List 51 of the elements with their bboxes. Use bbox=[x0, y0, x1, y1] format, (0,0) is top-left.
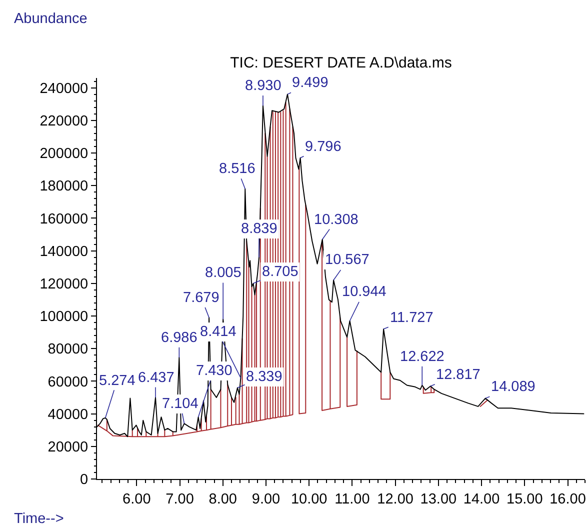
annotation: 8.930 bbox=[245, 78, 282, 94]
annotation: 6.437 bbox=[138, 370, 174, 386]
x-tick-label: 9.00 bbox=[252, 491, 280, 508]
x-tick-label: 10.00 bbox=[290, 491, 328, 508]
x-tick-label: 7.00 bbox=[166, 491, 194, 508]
y-tick-label: 220000 bbox=[40, 113, 88, 130]
annotation: 8.005 bbox=[205, 265, 242, 281]
y-tick-label: 0 bbox=[80, 472, 88, 488]
annotation: 8.339 bbox=[246, 369, 282, 385]
y-tick-label: 240000 bbox=[40, 80, 88, 97]
annotation: 12.622 bbox=[400, 349, 444, 365]
annotation: 9.796 bbox=[305, 139, 342, 155]
annotation: 14.089 bbox=[491, 379, 536, 395]
x-tick-label: 16.00 bbox=[550, 491, 586, 508]
annotation: 10.308 bbox=[314, 212, 358, 228]
annotation: 8.414 bbox=[200, 324, 236, 340]
annotation: 12.817 bbox=[436, 367, 480, 383]
y-tick-label: 60000 bbox=[48, 374, 88, 390]
y-tick-label: 200000 bbox=[40, 146, 88, 162]
x-tick-label: 6.00 bbox=[122, 491, 151, 508]
y-tick-label: 40000 bbox=[48, 406, 88, 423]
y-axis-title: Abundance bbox=[14, 11, 88, 27]
annotation: 7.679 bbox=[183, 290, 220, 306]
annotation: 7.430 bbox=[196, 363, 232, 379]
x-tick-label: 15.00 bbox=[506, 491, 543, 508]
x-tick-label: 12.00 bbox=[377, 491, 414, 508]
line-series bbox=[346, 336, 358, 407]
annotation: 7.104 bbox=[162, 396, 198, 412]
annotation: 8.839 bbox=[241, 221, 278, 237]
annotation: 5.274 bbox=[99, 373, 136, 389]
annotation: 10.944 bbox=[342, 284, 386, 300]
x-tick-label: 14.00 bbox=[463, 491, 500, 508]
annotation: 8.705 bbox=[262, 264, 298, 280]
y-tick-label: 120000 bbox=[40, 276, 88, 292]
x-tick-label: 8.00 bbox=[208, 491, 237, 508]
x-axis-title: Time--> bbox=[14, 511, 64, 527]
y-tick-label: 100000 bbox=[40, 309, 88, 326]
annotation: 10.567 bbox=[325, 252, 370, 268]
y-tick-label: 80000 bbox=[48, 342, 88, 358]
x-tick-label: 11.00 bbox=[334, 491, 370, 508]
y-tick-label: 180000 bbox=[40, 178, 88, 195]
annotation: 8.516 bbox=[219, 161, 256, 177]
line-series bbox=[422, 386, 435, 394]
x-tick-label: 13.00 bbox=[420, 491, 457, 508]
annotation: 9.499 bbox=[292, 75, 328, 91]
chart-title: TIC: DESERT DATE A.D\data.ms bbox=[230, 54, 452, 72]
y-tick-label: 20000 bbox=[48, 439, 88, 456]
annotation: 11.727 bbox=[390, 310, 434, 326]
y-tick-label: 160000 bbox=[40, 211, 88, 228]
annotation: 6.986 bbox=[161, 330, 198, 346]
y-tick-label: 140000 bbox=[40, 244, 88, 260]
